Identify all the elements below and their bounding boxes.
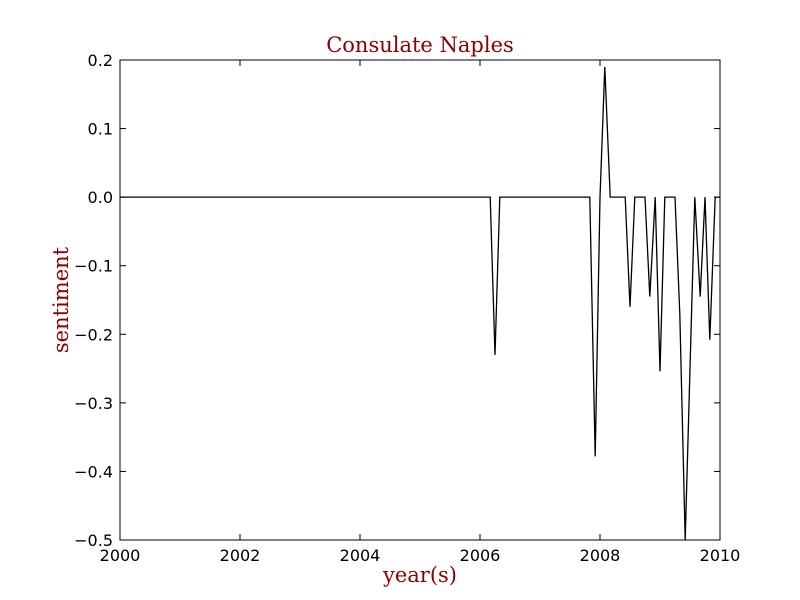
series-line: [120, 66, 720, 541]
y-tick-label: 0.2: [88, 51, 113, 70]
y-tick-label: 0.1: [88, 120, 113, 139]
chart-title: Consulate Naples: [326, 33, 514, 57]
y-tick-label: −0.3: [74, 394, 113, 413]
y-tick-label: −0.1: [74, 257, 113, 276]
x-tick-label: 2004: [340, 546, 381, 565]
y-tick-label: −0.5: [74, 531, 113, 550]
x-axis-label: year(s): [382, 563, 457, 587]
x-tick-label: 2000: [100, 546, 141, 565]
y-tick-label: 0.0: [88, 188, 113, 207]
plot-area: [120, 66, 720, 541]
y-tick-label: −0.4: [74, 462, 113, 481]
axis-ticks: 2000 2002 2004 2006 2008 2010 0.2 0.1 0.0 −0.1 −0.…: [74, 51, 740, 565]
x-tick-label: 2006: [460, 546, 501, 565]
x-tick-label: 2008: [580, 546, 621, 565]
plot-frame: [119, 59, 721, 541]
y-tick-label: −0.2: [74, 325, 113, 344]
x-tick-label: 2010: [700, 546, 741, 565]
y-axis-label: sentiment: [49, 246, 73, 353]
x-tick-label: 2002: [220, 546, 261, 565]
